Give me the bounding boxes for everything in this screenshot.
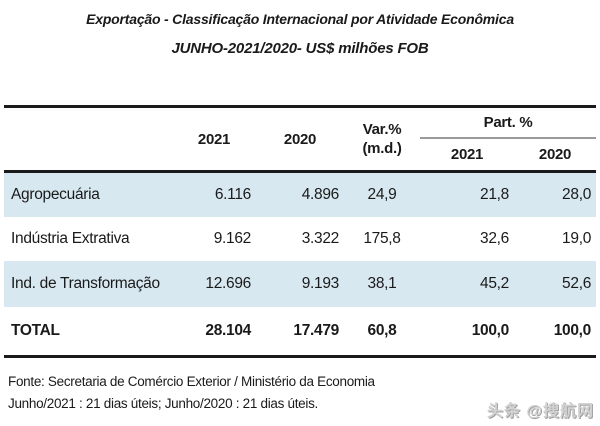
row-label: Indústria Extrativa <box>11 229 130 247</box>
cell-part-2021: 21,8 <box>480 185 509 203</box>
table-row-agropecuaria: Agropecuária 6.116 4.896 24,9 21,8 28,0 <box>4 171 597 217</box>
cell-var: 24,9 <box>367 185 397 203</box>
cell-2020: 3.322 <box>301 229 340 247</box>
table-row-industria-extrativa: Indústria Extrativa 9.162 3.322 175,8 32… <box>4 217 596 261</box>
cell-2021: 6.116 <box>214 185 251 203</box>
cell-part-2021: 32,6 <box>480 229 509 247</box>
header-part-pct: Part. % <box>420 106 597 139</box>
table-row-ind-transformacao: Ind. de Transformação 12.696 9.193 38,1 … <box>4 260 597 307</box>
total-2020: 17.479 <box>293 321 339 339</box>
cell-2020: 4.896 <box>301 185 340 203</box>
watermark-text: 头条 @搜航网 <box>486 403 594 420</box>
cell-2020: 9.193 <box>301 274 340 292</box>
source-note: Fonte: Secretaria de Comércio Exterior /… <box>8 374 375 389</box>
working-days-note: Junho/2021 : 21 dias úteis; Junho/2020 :… <box>8 396 318 411</box>
header-part-2021: 2021 <box>450 145 484 163</box>
title-line1: Exportação - Classificação Internacional… <box>86 11 514 27</box>
table-title-block: Exportação - Classificação Internacional… <box>0 0 600 57</box>
table-body: Agropecuária 6.116 4.896 24,9 21,8 28,0 … <box>4 171 597 357</box>
cell-2021: 12.696 <box>205 274 251 292</box>
cell-part-2020: 28,0 <box>562 185 592 203</box>
row-label: Agropecuária <box>11 185 100 203</box>
table-header: 2021 2020 Var.% (m.d.) Part. % 2021 2020 <box>4 106 597 172</box>
header-var-line1: Var.% <box>362 121 402 138</box>
total-part-2020: 100,0 <box>553 321 592 339</box>
total-2021: 28.104 <box>205 321 251 339</box>
total-var: 60,8 <box>367 321 397 339</box>
row-label: Ind. de Transformação <box>11 274 160 292</box>
total-label: TOTAL <box>11 321 60 339</box>
header-var-line2: (m.d.) <box>362 140 402 157</box>
title-line2: JUNHO-2021/2020- US$ milhões FOB <box>171 40 429 57</box>
cell-part-2020: 19,0 <box>562 229 592 247</box>
header-2021: 2021 <box>197 130 231 148</box>
table-footnotes: Fonte: Secretaria de Comércio Exterior /… <box>8 371 375 415</box>
header-category-empty <box>4 107 172 172</box>
cell-2021: 9.162 <box>213 229 252 247</box>
cell-part-2021: 45,2 <box>480 274 509 292</box>
cell-var: 175,8 <box>363 229 401 247</box>
cell-part-2020: 52,6 <box>562 274 592 292</box>
table-row-total: TOTAL 28.104 17.479 60,8 100,0 100,0 <box>4 307 596 357</box>
cell-var: 38,1 <box>367 274 397 292</box>
header-var-pct: Var.% (m.d.) <box>344 107 420 172</box>
header-2020: 2020 <box>283 130 317 148</box>
export-table: 2021 2020 Var.% (m.d.) Part. % 2021 2020… <box>4 105 597 358</box>
header-part-2020: 2020 <box>538 145 572 163</box>
total-part-2021: 100,0 <box>471 321 510 339</box>
